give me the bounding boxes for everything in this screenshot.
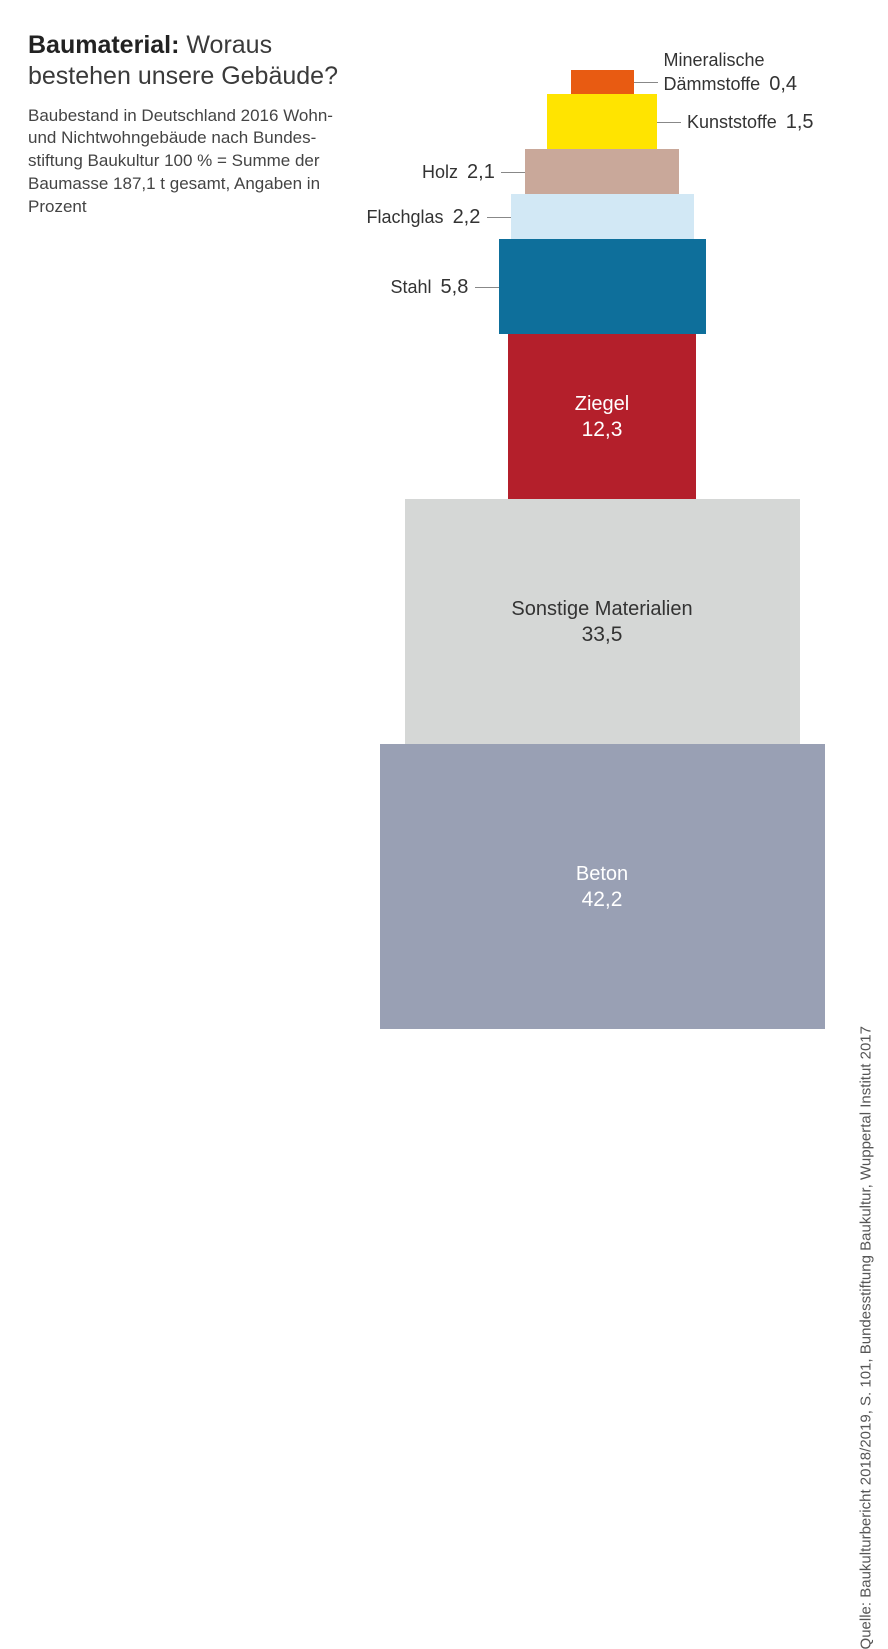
label-value-flachglas: 2,2: [453, 206, 481, 228]
block-beton: Beton42,2: [380, 744, 825, 1029]
ext-label-kunststoffe: Kunststoffe 1,5: [687, 111, 814, 134]
block-kunststoffe: [547, 94, 657, 149]
block-ziegel: Ziegel12,3: [508, 334, 696, 499]
block-value-beton: 42,2: [582, 888, 623, 912]
label-value-mineral: 0,4: [769, 73, 797, 95]
ext-label-holz: Holz 2,1: [422, 161, 495, 184]
pyramid-chart: Beton42,2Sonstige Materialien33,5Ziegel1…: [0, 0, 888, 1050]
block-sonstige: Sonstige Materialien33,5: [405, 499, 800, 744]
ext-label-mineral-1: Mineralische: [664, 50, 765, 71]
block-label-beton: Beton: [576, 861, 628, 888]
label-text-flachglas: Flachglas: [367, 207, 444, 227]
label-text-stahl: Stahl: [391, 277, 432, 297]
block-label-ziegel: Ziegel: [575, 391, 629, 418]
block-label-sonstige: Sonstige Materialien: [511, 596, 692, 623]
leader-kunststoffe: [657, 122, 681, 123]
block-holz: [525, 149, 679, 194]
source-text: Quelle: Baukulturbericht 2018/2019, S. 1…: [857, 1026, 874, 1649]
ext-label-mineral-2: Dämmstoffe 0,4: [664, 73, 798, 96]
leader-holz: [501, 172, 525, 173]
block-value-sonstige: 33,5: [582, 623, 623, 647]
label-text-kunststoffe: Kunststoffe: [687, 112, 777, 132]
block-value-ziegel: 12,3: [582, 418, 623, 442]
leader-flachglas: [487, 217, 511, 218]
label-value-stahl: 5,8: [441, 276, 469, 298]
block-stahl: [499, 239, 706, 334]
label-value-kunststoffe: 1,5: [786, 111, 814, 133]
label-text-mineral: Dämmstoffe: [664, 74, 761, 94]
block-mineral: [571, 70, 634, 94]
ext-label-stahl: Stahl 5,8: [391, 276, 469, 299]
ext-label-flachglas: Flachglas 2,2: [367, 206, 481, 229]
leader-stahl: [475, 287, 499, 288]
block-flachglas: [511, 194, 694, 239]
label-value-holz: 2,1: [467, 161, 495, 183]
leader-mineral: [634, 82, 658, 83]
label-text-holz: Holz: [422, 162, 458, 182]
